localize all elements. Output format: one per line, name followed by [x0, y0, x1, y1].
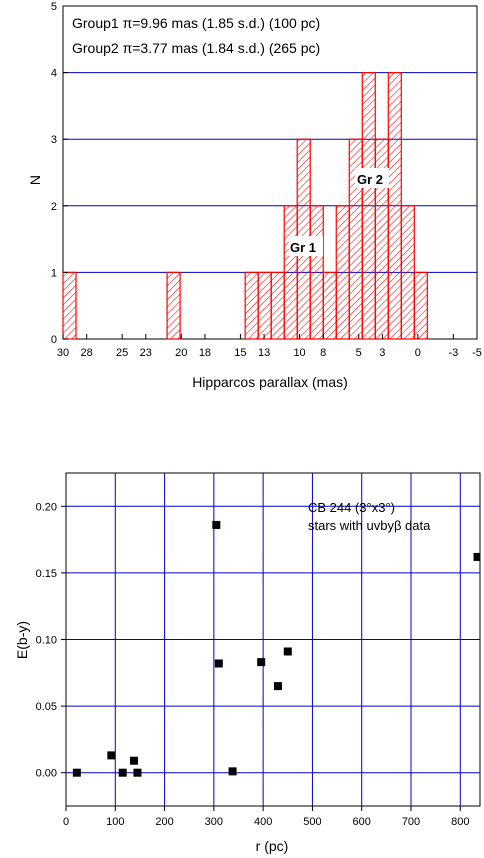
histogram-bar: [387, 71, 402, 340]
histogram-bar: [270, 271, 285, 340]
scatter-y-ticks: 0.00 0.05 0.10 0.15 0.20: [36, 501, 66, 780]
scatter-x-tick-label: 600: [353, 816, 371, 828]
histogram-bar: [400, 205, 415, 340]
histogram-x-tick-label: 13: [258, 347, 270, 359]
histogram-x-tick-label: 8: [320, 347, 326, 359]
histogram-annotation-group2: Group2 π=3.77 mas (1.84 s.d.) (265 pc): [72, 40, 320, 56]
histogram-x-tick-label: 20: [175, 347, 187, 359]
scatter-x-ticks: 0 100 200 300 400 500 600 700 800: [63, 806, 469, 828]
histogram-x-tick-label: 25: [116, 347, 128, 359]
histogram-y-tick-label: 0: [51, 334, 57, 346]
histogram-y-tick-label: 5: [51, 1, 57, 13]
histogram-y-tick-label: 4: [51, 68, 57, 80]
scatter-annotation-stars: stars with uvbyβ data: [308, 518, 431, 533]
scatter-y-axis-label: E(b-y): [14, 621, 30, 659]
histogram-bars: [62, 71, 428, 340]
scatter-x-tick-label: 200: [155, 816, 173, 828]
scatter-y-tick-label: 0.00: [36, 768, 57, 780]
scatter-point: [72, 768, 81, 777]
histogram-x-ticks: 30 28 25 23 20 18 15 13 10 8 5 3 0 -3 -5: [57, 334, 482, 359]
histogram-bar: [62, 271, 77, 340]
histogram-bar: [257, 271, 272, 340]
histogram-bar: [361, 71, 376, 340]
histogram-y-tick-label: 3: [51, 134, 57, 146]
scatter-point: [214, 659, 223, 668]
histogram-x-tick-label: 30: [57, 347, 69, 359]
histogram-x-tick-label: 18: [199, 347, 211, 359]
scatter-panel: 0 100 200 300 400 500 600 700 800 0.000.050.100.…: [14, 472, 481, 854]
scatter-point: [118, 768, 127, 777]
histogram-x-tick-label: 23: [140, 347, 152, 359]
scatter-x-tick-label: 800: [451, 816, 469, 828]
histogram-y-axis-label: N: [27, 175, 43, 185]
histogram-bar: [413, 271, 428, 340]
scatter-points: [72, 520, 480, 777]
histogram-x-tick-label: 0: [415, 347, 421, 359]
histogram-y-tick-label: 2: [51, 201, 57, 213]
scatter-point: [212, 520, 221, 529]
scatter-point: [130, 756, 139, 765]
histogram-y-tick-label: 1: [51, 267, 57, 279]
scatter-point: [273, 682, 282, 691]
scatter-point: [473, 552, 480, 561]
histogram-bar: [335, 205, 350, 340]
scatter-annotation-cb244: CB 244 (3°x3°): [308, 500, 395, 515]
scatter-point: [283, 647, 292, 656]
histogram-x-axis-label: Hipparcos parallax (mas): [192, 374, 348, 390]
scatter-x-tick-label: 100: [106, 816, 124, 828]
scatter-y-tick-label: 0.20: [36, 501, 57, 513]
histogram-y-ticks: 0 1 2 3 4 5: [51, 1, 68, 346]
gr1-label-background: [289, 236, 323, 256]
gr2-label-background: [355, 168, 389, 188]
scatter-point: [133, 768, 142, 777]
histogram-x-tick-label: -3: [448, 347, 458, 359]
scatter-x-tick-label: 0: [63, 816, 69, 828]
scatter-x-axis-label: r (pc): [256, 838, 289, 854]
histogram-x-tick-label: -5: [472, 347, 482, 359]
histogram-x-tick-label: 28: [81, 347, 93, 359]
histogram-annotation-group1: Group1 π=9.96 mas (1.85 s.d.) (100 pc): [72, 15, 320, 31]
scatter-x-tick-label: 500: [303, 816, 321, 828]
histogram-bar: [244, 271, 259, 340]
histogram-x-tick-label: 10: [293, 347, 305, 359]
scatter-point: [228, 767, 237, 776]
histogram-x-tick-label: 5: [356, 347, 362, 359]
histogram-label-gr2: Gr 2: [357, 172, 383, 187]
histogram-bar: [309, 205, 324, 340]
scatter-point: [257, 658, 266, 667]
scatter-y-tick-label: 0.15: [36, 568, 57, 580]
scatter-y-tick-label: 0.05: [36, 701, 57, 713]
histogram-bar: [283, 205, 298, 340]
scatter-point: [107, 751, 116, 760]
histogram-x-tick-label: 15: [234, 347, 246, 359]
scatter-y-tick-label: 0.10: [36, 635, 57, 647]
scatter-x-tick-label: 300: [205, 816, 223, 828]
histogram-label-gr1: Gr 1: [290, 240, 316, 255]
histogram-bar: [166, 271, 181, 340]
histogram-bar: [322, 271, 337, 340]
scatter-x-tick-label: 700: [402, 816, 420, 828]
histogram-x-tick-label: 3: [379, 347, 385, 359]
scatter-gridlines: [66, 473, 480, 806]
scatter-x-tick-label: 400: [254, 816, 272, 828]
